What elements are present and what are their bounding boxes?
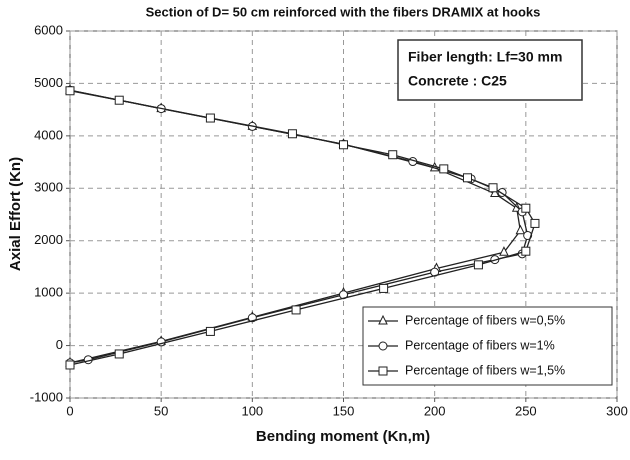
x-tick-label: 250 <box>515 403 537 418</box>
y-tick-label: 4000 <box>34 127 63 142</box>
marker <box>205 113 215 123</box>
x-axis-label: Bending moment (Kn,m) <box>256 428 430 445</box>
marker <box>521 246 531 256</box>
marker <box>114 349 124 359</box>
y-tick-label: -1000 <box>30 389 63 404</box>
marker <box>488 183 498 193</box>
annotation-box <box>397 39 583 101</box>
marker <box>378 314 388 325</box>
y-tick-label: 6000 <box>34 22 63 37</box>
x-tick-label: 200 <box>424 403 446 418</box>
y-tick-label: 3000 <box>34 180 63 195</box>
series-line <box>69 90 536 366</box>
marker <box>473 260 483 270</box>
x-tick-label: 300 <box>606 403 628 418</box>
marker <box>378 366 388 376</box>
legend-box <box>362 306 613 386</box>
legend-label: Percentage of fibers w=1% <box>405 338 555 352</box>
y-tick-label: 0 <box>56 337 63 352</box>
annotation-text: Fiber length: Lf=30 mm <box>408 49 562 65</box>
y-tick-label: 5000 <box>34 75 63 90</box>
marker <box>291 305 301 315</box>
marker <box>388 150 398 160</box>
legend-label: Percentage of fibers w=0,5% <box>405 313 565 327</box>
marker <box>499 246 509 256</box>
y-tick-label: 2000 <box>34 232 63 247</box>
marker <box>530 218 540 228</box>
marker <box>521 203 531 213</box>
marker <box>287 129 297 139</box>
chart-title: Section of D= 50 cm reinforced with the … <box>146 4 541 19</box>
marker <box>462 173 472 183</box>
y-axis-label: Axial Effort (Kn) <box>7 157 24 271</box>
x-tick-label: 150 <box>333 403 355 418</box>
legend-label: Percentage of fibers w=1,5% <box>405 363 565 377</box>
marker <box>515 224 526 235</box>
marker <box>379 283 389 293</box>
x-tick-label: 0 <box>66 403 73 418</box>
marker <box>439 164 449 174</box>
y-tick-label: 1000 <box>34 285 63 300</box>
x-tick-label: 50 <box>154 403 168 418</box>
x-tick-label: 100 <box>241 403 263 418</box>
annotation-text: Concrete : C25 <box>408 73 507 89</box>
marker <box>65 360 75 370</box>
marker <box>205 326 215 336</box>
marker <box>378 341 388 351</box>
marker <box>339 140 348 150</box>
marker <box>114 95 124 105</box>
marker <box>490 187 500 198</box>
marker <box>65 86 75 96</box>
